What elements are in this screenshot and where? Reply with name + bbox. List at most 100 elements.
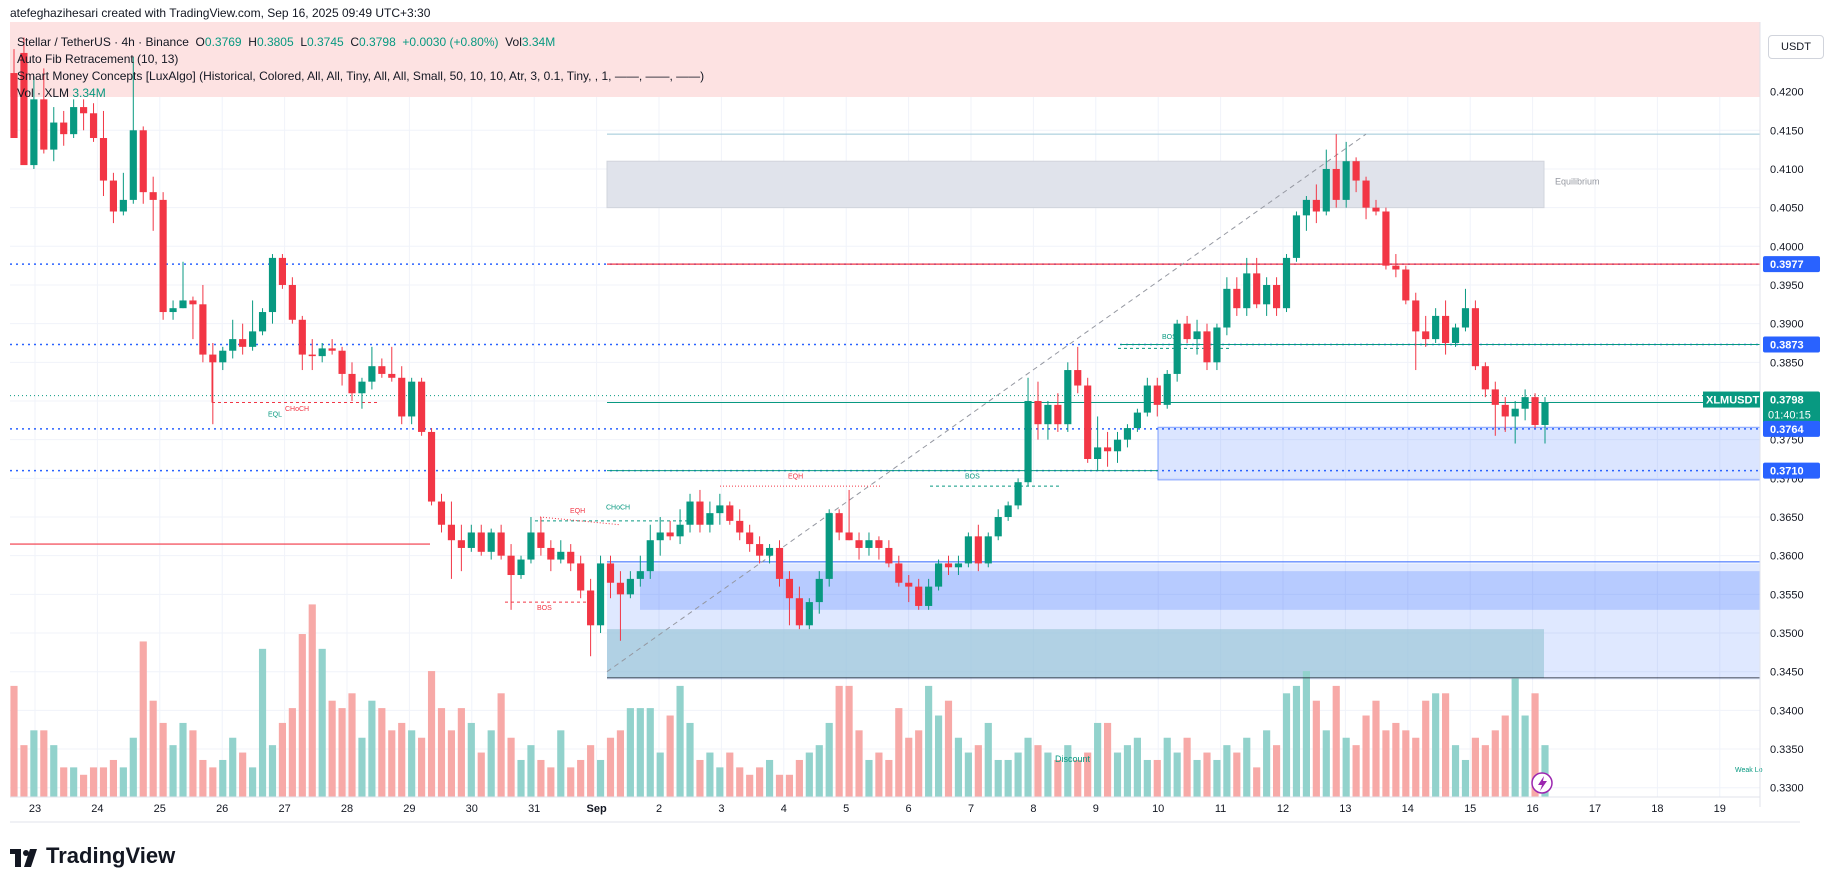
candle-down	[308, 354, 316, 357]
candle-up	[70, 107, 78, 135]
volume-bar	[1382, 730, 1390, 797]
candlesticks	[10, 37, 1549, 657]
price-tick-label: 0.3500	[1770, 628, 1804, 640]
price-tag-text: 0.3977	[1770, 259, 1804, 271]
volume-bar	[507, 737, 515, 797]
candle-down	[40, 99, 48, 150]
candle-up	[467, 532, 475, 548]
open-value: 0.3769	[204, 35, 242, 49]
volume-bar	[89, 767, 98, 797]
candle-down	[1153, 385, 1161, 405]
volume-bar	[1312, 700, 1320, 797]
indicator-smc-legend[interactable]: Smart Money Concepts [LuxAlgo] (Historic…	[17, 69, 705, 83]
candle-up	[119, 199, 127, 212]
brand-name: TradingView	[46, 843, 176, 868]
volume-bar	[1103, 722, 1112, 797]
time-tick-label: 8	[1030, 803, 1036, 815]
candle-up	[676, 524, 684, 537]
candle-down	[1412, 300, 1420, 332]
volume-bar	[686, 722, 694, 797]
time-tick-label: 29	[403, 803, 415, 815]
time-tick-label: 5	[843, 803, 849, 815]
symbol-legend[interactable]: Stellar / TetherUS · 4h · Binance O0.376…	[17, 35, 555, 49]
price-tag-text: 0.3873	[1770, 340, 1804, 352]
candle-up	[30, 99, 38, 166]
time-tick-label: 11	[1215, 803, 1226, 815]
volume-bar	[1432, 693, 1440, 797]
candle-down	[437, 501, 446, 525]
candle-up	[219, 350, 227, 363]
price-tick-label: 0.3550	[1770, 589, 1804, 601]
candle-down	[1471, 308, 1479, 367]
close-value: 0.3798	[359, 35, 396, 49]
attribution-text: atefeghazihesari created with TradingVie…	[10, 6, 431, 20]
candle-down	[855, 540, 863, 548]
volume-bar	[179, 722, 187, 797]
volume-bar	[885, 759, 893, 797]
volume-bar	[547, 767, 555, 797]
volume-indicator-value: 3.34M	[72, 86, 106, 100]
candle-up	[1521, 397, 1529, 409]
candle-up	[1243, 273, 1251, 309]
candle-down	[1103, 447, 1112, 452]
candle-down	[1362, 180, 1370, 208]
volume-bar	[199, 759, 207, 797]
candle-down	[1272, 284, 1281, 309]
volume-bar	[1233, 752, 1241, 797]
volume-bar	[1392, 722, 1400, 797]
candle-down	[189, 300, 197, 305]
price-tag	[1763, 336, 1820, 353]
candle-up	[984, 536, 992, 564]
annotation-label: BOS	[1162, 334, 1177, 341]
volume-bar	[944, 700, 953, 797]
indicator-volume-legend[interactable]: Vol · XLM 3.34M	[17, 86, 106, 100]
price-tag-text: 0.3798	[1770, 395, 1804, 407]
volume-bar	[1451, 745, 1460, 797]
candle-up	[1173, 323, 1181, 374]
indicator-fib-legend[interactable]: Auto Fib Retracement (10, 13)	[17, 52, 179, 66]
candle-down	[239, 339, 247, 347]
annotation-label: BOS	[965, 473, 980, 480]
brand-logo[interactable]: TradingView	[10, 843, 175, 869]
volume-bar	[139, 641, 147, 797]
volume-bar	[20, 745, 28, 797]
volume-bar	[189, 730, 197, 797]
candle-down	[199, 304, 207, 355]
candle-up	[1004, 505, 1012, 518]
currency-button[interactable]: USDT	[1768, 35, 1824, 59]
candle-down	[1332, 168, 1340, 200]
volume-bar	[1481, 745, 1489, 797]
candle-up	[1024, 400, 1032, 483]
candle-up	[1193, 331, 1201, 340]
candle-down	[298, 319, 306, 355]
volume-bar	[1272, 745, 1281, 797]
volume-bar	[1193, 759, 1201, 797]
time-tick-label: 28	[341, 803, 353, 815]
annotation-label: Equilibrium	[1555, 176, 1600, 186]
volume-bar	[1352, 745, 1360, 797]
volume-bar	[785, 774, 794, 797]
price-axis[interactable]: 0.42500.42000.41500.41000.40500.40000.39…	[1703, 22, 1820, 807]
volume-bar	[338, 708, 346, 797]
candle-up	[706, 513, 714, 525]
candle-down	[795, 598, 803, 626]
premium-zone	[10, 22, 1760, 97]
volume-bar	[149, 700, 157, 797]
candle-down	[726, 505, 734, 521]
volume-bar	[815, 745, 823, 797]
candle-down	[845, 532, 853, 541]
volume-bar	[1511, 678, 1519, 797]
time-axis[interactable]: 23 24 25 26 27 28 29 30 31 Sep 2 3 4 5 6 7 8 9 10 11 12 13 14 1…	[10, 796, 1800, 823]
vol-value: 3.34M	[521, 35, 556, 49]
candle-up	[249, 331, 257, 347]
candle-down	[418, 381, 426, 432]
candle-up	[1044, 404, 1052, 425]
candle-up	[1133, 412, 1141, 429]
symbol-name[interactable]: Stellar / TetherUS · 4h · Binance	[17, 35, 189, 49]
time-tick-label: 18	[1651, 803, 1663, 815]
volume-bar	[1123, 745, 1132, 797]
candle-down	[1501, 404, 1509, 417]
time-tick-label: 27	[278, 803, 290, 815]
